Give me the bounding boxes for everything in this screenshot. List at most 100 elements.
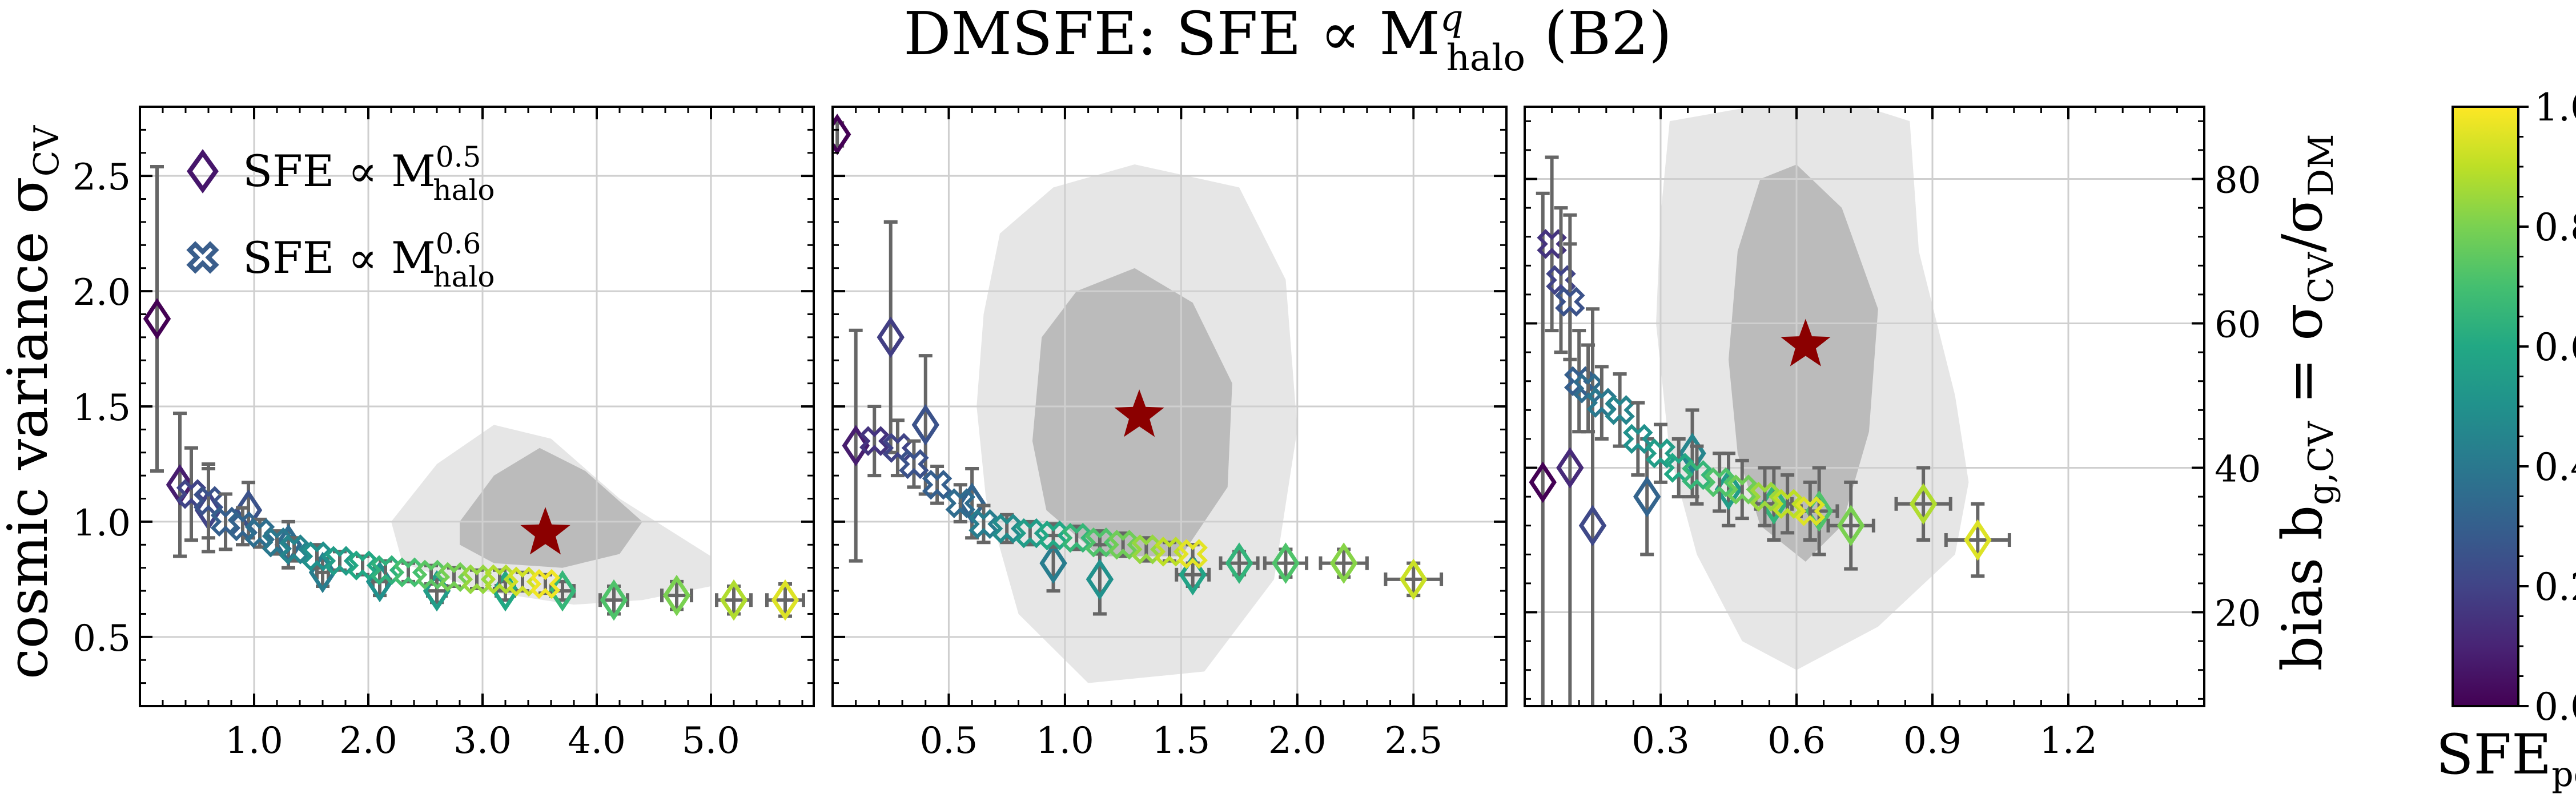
data-point-cross-14 [1750,466,1780,527]
data-point-cross-11 [370,555,401,585]
colorbar-gradient [2452,106,2519,707]
figure-title: DMSFE: SFE ∝ Mq halo (B2) [903,0,1672,79]
data-point-diamond-11 [1944,502,2011,578]
data-point-cross-1 [859,405,890,478]
x-tick-label: 1.5 [1152,720,1210,762]
legend-marker-diamond [187,149,219,194]
y-tick-label: 2.0 [73,272,131,314]
y-axis-label-left: cosmic variance σCV [0,124,67,679]
data-point-cross-12 [1108,530,1138,560]
x-tick-label: 2.0 [339,720,397,762]
data-point-diamond-3 [1578,307,1607,706]
data-point-cross-7 [279,534,310,565]
x-tick-label: 0.5 [920,720,978,762]
y-axis-label-right: bias bg,CV = σCV/σDM [2270,134,2341,671]
data-point-diamond-3 [877,220,905,454]
data-point-cross-13 [1727,458,1758,521]
data-point-cross-10 [1061,522,1092,553]
data-point-cross-15 [461,564,492,595]
colorbar-label: SFEpeak [2436,723,2576,795]
x-tick-label: 2.5 [1384,720,1442,762]
data-point-diamond-10 [1894,466,1952,542]
data-point-cross-11 [1682,444,1712,506]
data-point-cross-13 [1131,534,1162,565]
best-fit-star [1781,319,1831,366]
data-point-diamond-11 [1319,542,1369,584]
data-point-cross-4 [922,465,953,505]
plot-area [833,107,1506,706]
data-point-diamond-2 [842,328,870,563]
data-point-diamond-10 [1263,542,1309,584]
x-tick-label: 4.0 [568,720,626,762]
plot-area [1525,107,2204,706]
data-point-cross-5 [945,483,976,523]
panel-2: 0.5 1.0 1.5 2.0 2.5 [831,106,1508,762]
data-point-cross-16 [484,564,515,595]
data-point-cross-16 [1795,480,1826,542]
data-point-diamond-9 [1219,542,1260,584]
data-point-diamond-13 [715,579,753,621]
data-point-cross-14 [1154,537,1185,567]
colorbar-tick-label: 0.4 [2534,445,2576,489]
data-point-cross-18 [530,569,561,599]
data-point-cross-11 [1084,527,1115,558]
x-tick-label: 2.0 [1268,720,1327,762]
data-point-diamond-12 [660,574,693,616]
data-point-cross-13 [416,559,447,590]
y-tick-label: 0.5 [73,618,131,660]
data-point-diamond-1 [1529,191,1557,706]
data-point-cross-3 [1555,242,1585,361]
axes-frame [1524,106,2205,707]
data-point-cross-3 [899,439,929,489]
data-point-cross-17 [507,566,538,597]
colorbar-tick-label: 1.0 [2534,86,2576,130]
data-point-cross-6 [1586,365,1617,441]
data-point-cross-1 [176,446,207,542]
contour-inner [1729,164,1878,562]
data-point-diamond-4 [1633,437,1661,557]
x-tick-label: 3.0 [453,720,512,762]
data-point-diamond-7 [1086,543,1114,616]
panel-3: 0.3 0.6 0.9 1.2 20 40 60 80 [1524,106,2261,762]
data-point-cross-1 [1537,155,1567,333]
y-tick-label: 60 [2215,304,2261,346]
data-point-cross-15 [1178,539,1208,569]
plot-area [140,107,814,706]
data-point-cross-9 [1645,422,1676,484]
data-point-cross-2 [193,462,224,540]
colorbar-tick-label: 0.0 [2534,685,2576,729]
y-tick-label: 2.5 [73,156,131,199]
best-fit-star [1114,389,1164,437]
x-tick-label: 0.3 [1631,720,1690,762]
x-tick-label: 1.0 [225,720,283,762]
data-point-diamond-12 [1384,558,1444,601]
data-point-diamond-1 [833,114,851,155]
data-point-cross-12 [1704,452,1735,513]
x-tick-label: 1.0 [1036,720,1094,762]
legend-marker-cross [186,241,219,274]
panel-1: 1.0 2.0 3.0 4.0 5.0 0.5 1.0 1.5 2.0 2.5 [73,106,815,762]
x-tick-label: 5.0 [682,720,740,762]
colorbar-tick-label: 0.8 [2534,205,2576,249]
colorbar-tick-label: 0.2 [2534,565,2576,609]
y-tick-label: 1.0 [73,502,131,545]
data-point-cross-8 [1623,401,1653,477]
data-point-diamond-1 [143,165,171,473]
data-point-diamond-8 [1175,554,1211,596]
data-point-cross-7 [1605,372,1635,448]
data-point-diamond-5 [1678,408,1706,499]
data-point-cross-8 [1015,518,1046,549]
x-tick-label: 0.6 [1767,720,1826,762]
x-tick-label: 0.9 [1903,720,1962,762]
y-tick-label: 80 [2215,160,2261,202]
data-point-diamond-11 [598,579,629,621]
data-point-cross-9 [324,546,355,576]
data-point-cross-9 [1038,520,1068,551]
y-tick-label: 40 [2215,449,2261,491]
best-fit-star [520,507,570,555]
data-point-cross-4 [227,506,258,547]
colorbar: 0.0 0.2 0.4 0.6 0.8 1.0 SFEpeak [2436,86,2576,795]
data-point-cross-7 [991,513,1022,545]
data-point-cross-12 [393,557,424,588]
